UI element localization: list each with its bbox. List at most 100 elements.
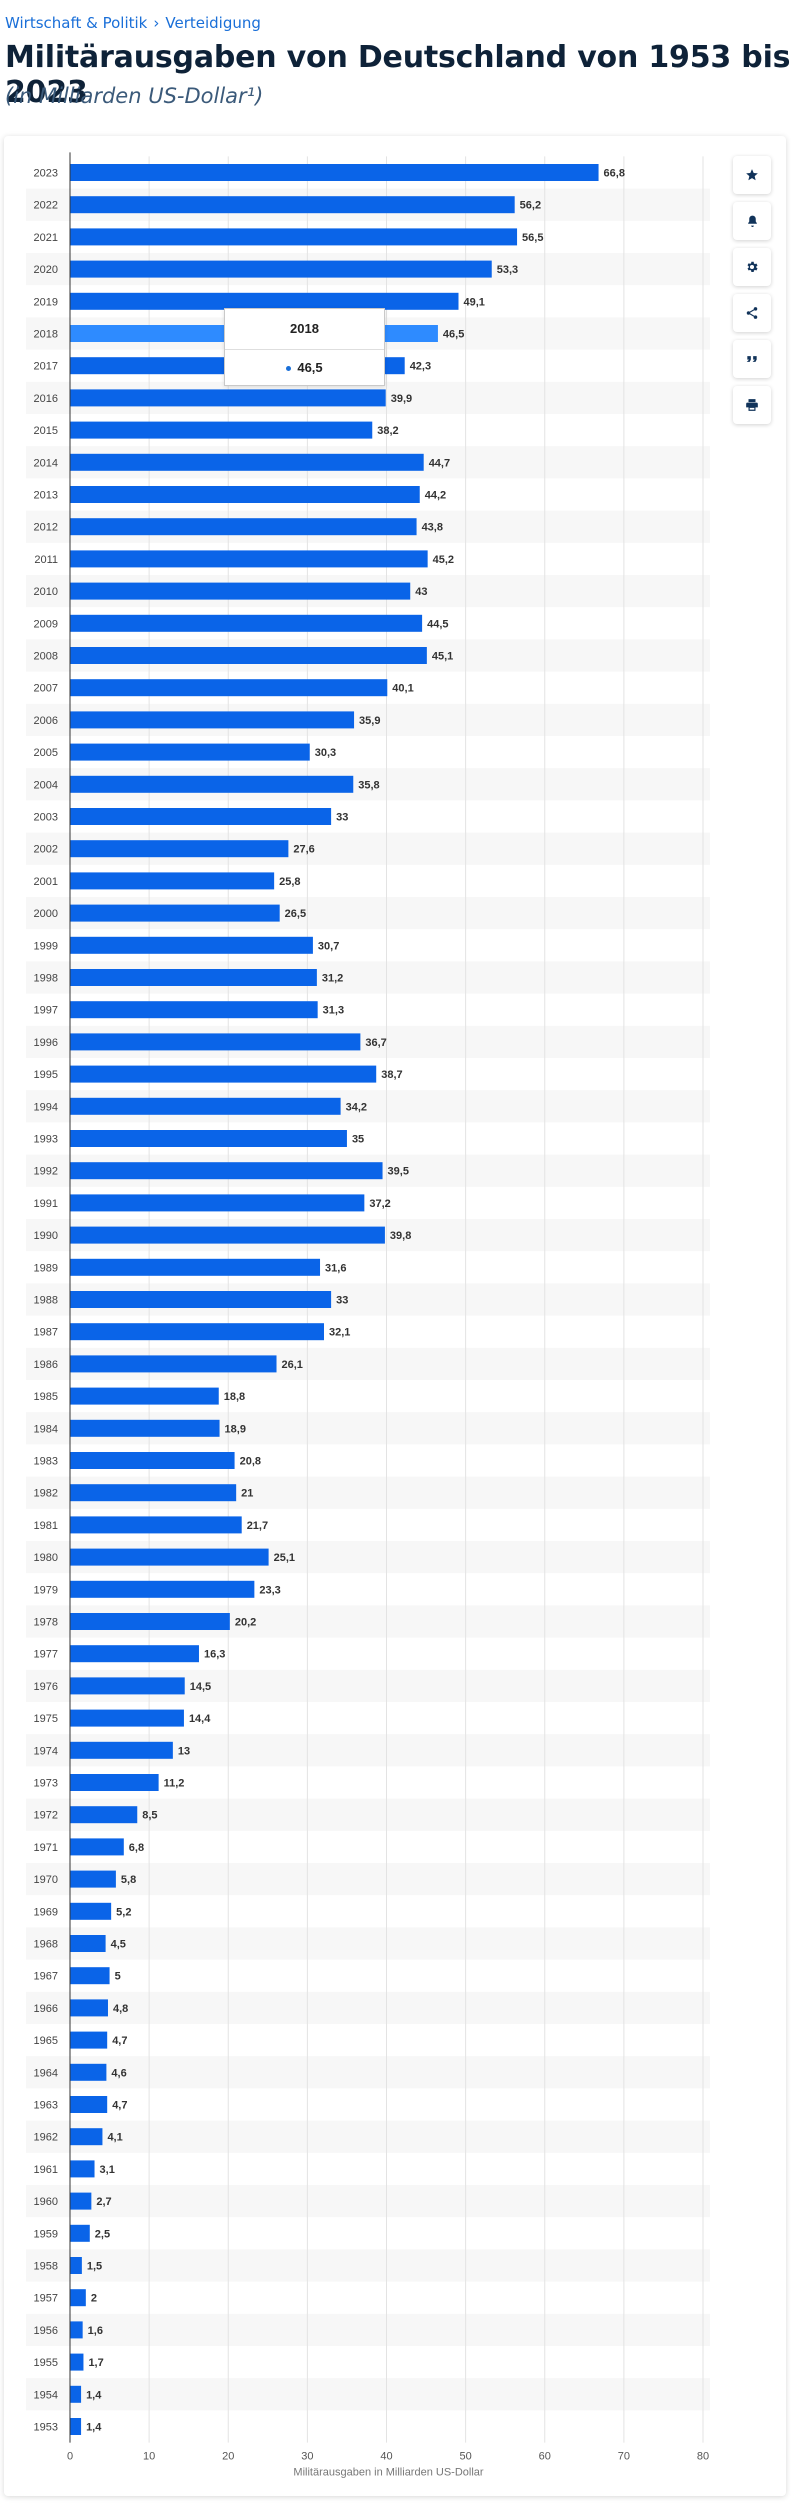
gear-icon bbox=[747, 261, 758, 273]
bar-2007 bbox=[70, 679, 388, 697]
category-label: 2022 bbox=[34, 200, 58, 212]
data-label: 1,5 bbox=[87, 2261, 102, 2273]
category-label: 1983 bbox=[34, 1456, 58, 1468]
data-label: 66,8 bbox=[604, 168, 625, 180]
category-label: 1953 bbox=[34, 2422, 58, 2434]
data-label: 31,6 bbox=[325, 1262, 346, 1274]
data-label: 23,3 bbox=[259, 1584, 280, 1596]
breadcrumb-link-verteidigung[interactable]: Verteidigung bbox=[165, 14, 261, 32]
bar-2009 bbox=[70, 614, 423, 632]
data-label: 33 bbox=[336, 812, 348, 824]
bar-1962 bbox=[70, 2128, 103, 2146]
share-button[interactable] bbox=[733, 294, 771, 332]
category-label: 1977 bbox=[34, 1649, 58, 1661]
category-label: 1965 bbox=[34, 2035, 58, 2047]
data-label: 36,7 bbox=[365, 1037, 386, 1049]
data-label: 2,7 bbox=[96, 2196, 111, 2208]
category-label: 2017 bbox=[34, 361, 58, 373]
data-label: 5,8 bbox=[121, 1874, 136, 1886]
settings-button[interactable] bbox=[733, 248, 771, 286]
bar-1974 bbox=[70, 1741, 173, 1759]
category-label: 1959 bbox=[34, 2228, 58, 2240]
category-label: 2020 bbox=[34, 264, 58, 276]
data-label: 4,8 bbox=[113, 2003, 128, 2015]
bar-1994 bbox=[70, 1097, 341, 1115]
bar-1977 bbox=[70, 1645, 199, 1663]
data-label: 45,2 bbox=[433, 554, 454, 566]
data-label: 32,1 bbox=[329, 1327, 350, 1339]
category-label: 2003 bbox=[34, 812, 58, 824]
x-tick-label: 0 bbox=[67, 2451, 73, 2463]
data-label: 25,8 bbox=[279, 876, 300, 888]
data-label: 6,8 bbox=[129, 1842, 144, 1854]
bar-1966 bbox=[70, 1999, 108, 2017]
category-label: 1955 bbox=[34, 2357, 58, 2369]
category-label: 1992 bbox=[34, 1166, 58, 1178]
chart-tooltip: 2018 46,5 bbox=[224, 308, 385, 386]
row-stripe bbox=[26, 2185, 710, 2218]
bar-2022 bbox=[70, 196, 515, 214]
data-label: 30,7 bbox=[318, 940, 339, 952]
category-label: 2015 bbox=[34, 425, 58, 437]
category-label: 2019 bbox=[34, 296, 58, 308]
bar-1959 bbox=[70, 2224, 90, 2242]
data-label: 20,2 bbox=[235, 1617, 256, 1629]
bar-1972 bbox=[70, 1806, 138, 1824]
bar-2013 bbox=[70, 486, 420, 503]
bar-2010 bbox=[70, 582, 411, 600]
data-label: 5 bbox=[115, 1971, 121, 1983]
bar-1990 bbox=[70, 1226, 385, 1244]
bar-1975 bbox=[70, 1709, 184, 1727]
x-tick-label: 10 bbox=[143, 2451, 155, 2463]
category-label: 1967 bbox=[34, 1971, 58, 1983]
category-label: 1999 bbox=[34, 940, 58, 952]
data-label: 30,3 bbox=[315, 747, 336, 759]
data-label: 38,7 bbox=[381, 1069, 402, 1081]
bar-1953 bbox=[70, 2418, 82, 2435]
bar-1995 bbox=[70, 1065, 377, 1083]
data-label: 21 bbox=[241, 1488, 253, 1500]
data-label: 27,6 bbox=[293, 844, 314, 856]
category-label: 2012 bbox=[34, 522, 58, 534]
data-label: 46,5 bbox=[443, 329, 464, 341]
cite-button[interactable] bbox=[733, 340, 771, 378]
data-label: 14,4 bbox=[189, 1713, 211, 1725]
bar-1978 bbox=[70, 1613, 230, 1630]
data-label: 35 bbox=[352, 1134, 364, 1146]
breadcrumb-link-wirtschaft[interactable]: Wirtschaft & Politik bbox=[5, 14, 148, 32]
data-label: 1,4 bbox=[86, 2389, 102, 2401]
category-label: 2000 bbox=[34, 908, 58, 920]
bar-2021 bbox=[70, 228, 518, 246]
category-label: 1960 bbox=[34, 2196, 58, 2208]
category-label: 1974 bbox=[34, 1745, 58, 1757]
category-label: 1958 bbox=[34, 2261, 58, 2273]
breadcrumb-separator: › bbox=[153, 14, 160, 32]
bar-2006 bbox=[70, 711, 355, 729]
favorite-button[interactable] bbox=[733, 156, 771, 194]
print-icon bbox=[746, 399, 758, 411]
category-label: 1971 bbox=[34, 1842, 58, 1854]
bar-1985 bbox=[70, 1387, 219, 1405]
x-tick-label: 40 bbox=[380, 2451, 392, 2463]
bar-1988 bbox=[70, 1291, 332, 1308]
bar-1999 bbox=[70, 936, 313, 954]
row-stripe bbox=[26, 1798, 710, 1831]
bar-1997 bbox=[70, 1001, 318, 1019]
bar-2015 bbox=[70, 421, 373, 439]
category-label: 1982 bbox=[34, 1488, 58, 1500]
category-label: 2001 bbox=[34, 876, 58, 888]
data-label: 31,2 bbox=[322, 973, 343, 985]
data-label: 26,5 bbox=[285, 908, 306, 920]
bar-1996 bbox=[70, 1033, 361, 1051]
data-label: 20,8 bbox=[240, 1456, 261, 1468]
bar-1987 bbox=[70, 1323, 324, 1341]
data-label: 34,2 bbox=[346, 1101, 367, 1113]
bar-2014 bbox=[70, 453, 424, 471]
print-button[interactable] bbox=[733, 386, 771, 424]
data-label: 5,2 bbox=[116, 1906, 131, 1918]
tooltip-value-row: 46,5 bbox=[225, 350, 384, 386]
notification-button[interactable] bbox=[733, 202, 771, 240]
data-label: 39,9 bbox=[391, 393, 412, 405]
data-label: 2 bbox=[91, 2293, 97, 2305]
